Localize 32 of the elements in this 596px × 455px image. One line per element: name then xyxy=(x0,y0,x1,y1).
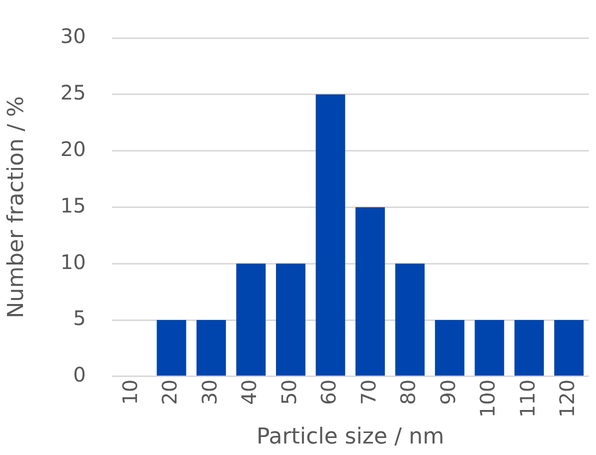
x-tick-label: 20 xyxy=(158,379,182,405)
x-tick-label: 50 xyxy=(276,379,301,405)
y-tick-label: 30 xyxy=(60,24,86,48)
bar xyxy=(196,320,226,376)
x-axis-title: Particle size / nm xyxy=(256,424,444,450)
x-tick-label: 120 xyxy=(555,379,580,418)
x-tick-label: 70 xyxy=(356,379,380,405)
y-tick-label: 10 xyxy=(60,250,86,274)
x-tick-label: 100 xyxy=(476,379,500,418)
x-tick-label: 30 xyxy=(197,379,222,405)
y-axis-title: Number fraction / % xyxy=(4,96,29,318)
bar xyxy=(474,320,504,376)
bar xyxy=(514,320,544,376)
x-tick-label: 90 xyxy=(436,379,460,405)
bar xyxy=(316,94,346,376)
y-tick-label: 0 xyxy=(73,362,86,387)
x-tick-label: 110 xyxy=(515,379,540,418)
bar xyxy=(276,264,306,376)
bar xyxy=(554,320,584,376)
x-tick-label: 40 xyxy=(237,379,262,405)
y-tick-label: 5 xyxy=(73,306,86,330)
bar xyxy=(156,320,186,376)
y-tick-label: 15 xyxy=(60,193,86,218)
bar xyxy=(395,264,425,376)
y-tick-label: 25 xyxy=(60,80,86,105)
bar xyxy=(236,264,266,376)
y-tick-label: 20 xyxy=(60,137,86,162)
x-tick-label: 80 xyxy=(396,379,420,405)
bar xyxy=(434,320,464,376)
bar xyxy=(355,207,385,376)
x-tick-label: 60 xyxy=(316,379,341,405)
x-tick-label: 10 xyxy=(118,379,142,405)
